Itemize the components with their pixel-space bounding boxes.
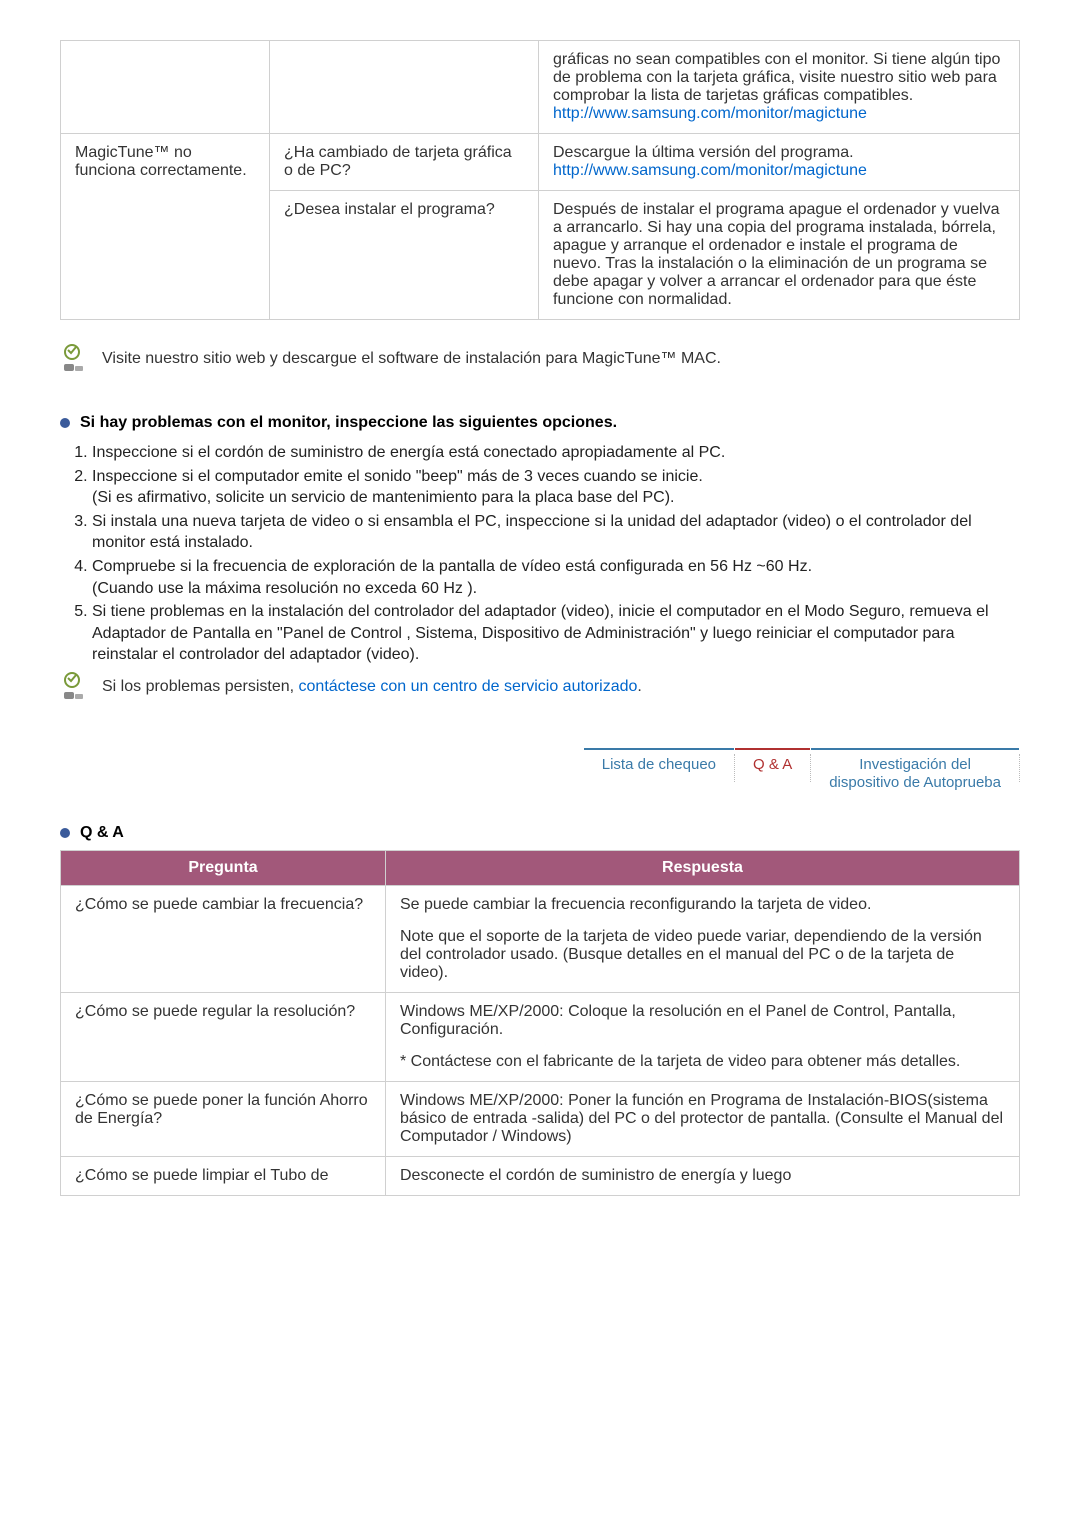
inspect-item: Inspeccione si el cordón de suministro d… (92, 442, 1020, 464)
qa-a-p1: Desconecte el cordón de suministro de en… (400, 1167, 1005, 1185)
inspect-list: Inspeccione si el cordón de suministro d… (68, 442, 1020, 666)
qa-a-p1: Se puede cambiar la frecuencia reconfigu… (400, 896, 1005, 914)
persist-note-row: Si los problemas persisten, contáctese c… (60, 672, 1020, 702)
qa-header-a: Respuesta (386, 850, 1020, 885)
tab-qa[interactable]: Q & A (735, 748, 810, 778)
ts-answer-0-link[interactable]: http://www.samsung.com/monitor/magictune (553, 105, 867, 122)
mac-note-row: Visite nuestro sitio web y descargue el … (60, 344, 1020, 374)
ts-cell-check-empty (270, 41, 539, 134)
qa-a-p2: Note que el soporte de la tarjeta de vid… (400, 928, 1005, 982)
ts-cell-answer-1: Descargue la última versión del programa… (539, 134, 1020, 191)
persist-note-link[interactable]: contáctese con un centro de servicio aut… (299, 678, 638, 695)
qa-q: ¿Cómo se puede limpiar el Tubo de (61, 1156, 386, 1195)
ts-cell-answer-2: Después de instalar el programa apague e… (539, 191, 1020, 320)
inspect-item: Si tiene problemas en la instalación del… (92, 601, 1020, 666)
mac-note-text: Visite nuestro sitio web y descargue el … (102, 350, 721, 368)
qa-title: Q & A (80, 824, 124, 841)
qa-a: Windows ME/XP/2000: Coloque la resolució… (386, 992, 1020, 1081)
ts-answer-1-text: Descargue la última versión del programa… (553, 144, 854, 161)
qa-a-p1: Windows ME/XP/2000: Coloque la resolució… (400, 1003, 1005, 1039)
qa-a: Windows ME/XP/2000: Poner la función en … (386, 1081, 1020, 1156)
tab-selftest-l1: Investigación del (859, 756, 971, 773)
qa-header-q: Pregunta (61, 850, 386, 885)
qa-q: ¿Cómo se puede poner la función Ahorro d… (61, 1081, 386, 1156)
ts-cell-check-1: ¿Ha cambiado de tarjeta gráfica o de PC? (270, 134, 539, 191)
note-icon (58, 672, 88, 702)
ts-cell-symptom-1: MagicTune™ no funciona correctamente. (61, 134, 270, 320)
qa-q: ¿Cómo se puede cambiar la frecuencia? (61, 885, 386, 992)
ts-cell-symptom-empty (61, 41, 270, 134)
troubleshoot-table: gráficas no sean compatibles con el moni… (60, 40, 1020, 320)
qa-a: Desconecte el cordón de suministro de en… (386, 1156, 1020, 1195)
tab-selftest-l2: dispositivo de Autoprueba (829, 774, 1001, 791)
inspect-item: Compruebe si la frecuencia de exploració… (92, 556, 1020, 599)
inspect-section: Si hay problemas con el monitor, inspecc… (60, 414, 1020, 666)
tab-checklist[interactable]: Lista de chequeo (584, 748, 734, 778)
ts-cell-answer-0: gráficas no sean compatibles con el moni… (539, 41, 1020, 134)
qa-a: Se puede cambiar la frecuencia reconfigu… (386, 885, 1020, 992)
persist-note: Si los problemas persisten, contáctese c… (102, 678, 642, 696)
ts-answer-0-text: gráficas no sean compatibles con el moni… (553, 51, 1000, 104)
ts-answer-1-link[interactable]: http://www.samsung.com/monitor/magictune (553, 162, 867, 179)
qa-table: Pregunta Respuesta ¿Cómo se puede cambia… (60, 850, 1020, 1196)
inspect-item: Si instala una nueva tarjeta de video o … (92, 511, 1020, 554)
section-bullet-icon (60, 828, 70, 838)
tab-selftest[interactable]: Investigación del dispositivo de Autopru… (811, 748, 1019, 796)
tab-row: Lista de chequeo Q & A Investigación del… (60, 748, 1020, 796)
note-icon (58, 344, 88, 374)
qa-a-p2: * Contáctese con el fabricante de la tar… (400, 1053, 1005, 1071)
persist-note-post: . (637, 678, 641, 695)
qa-q: ¿Cómo se puede regular la resolución? (61, 992, 386, 1081)
ts-cell-check-2: ¿Desea instalar el programa? (270, 191, 539, 320)
section-bullet-icon (60, 418, 70, 428)
qa-a-p1: Windows ME/XP/2000: Poner la función en … (400, 1092, 1005, 1146)
inspect-item: Inspeccione si el computador emite el so… (92, 466, 1020, 509)
inspect-title: Si hay problemas con el monitor, inspecc… (80, 414, 617, 431)
tab-separator (1019, 754, 1020, 782)
persist-note-pre: Si los problemas persisten, (102, 678, 299, 695)
